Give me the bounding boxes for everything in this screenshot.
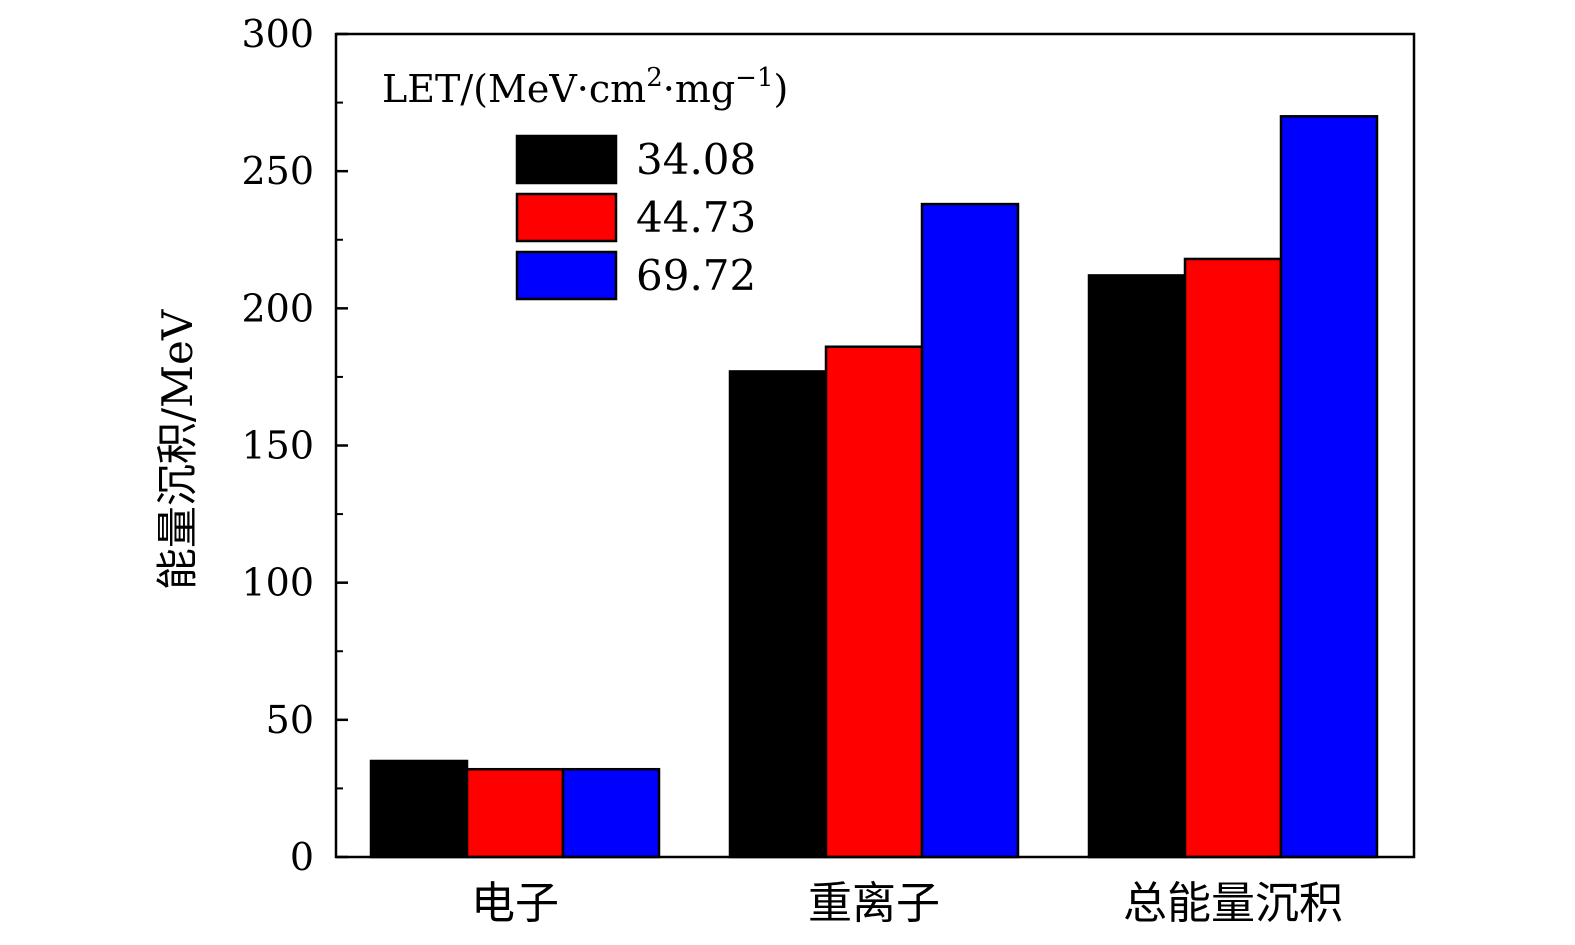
y-tick-label: 0: [290, 835, 314, 879]
plot-frame: [334, 32, 1416, 859]
legend-label: 34.08: [636, 135, 756, 184]
legend-items: 34.08 44.73 69.72: [515, 134, 756, 301]
legend-swatch: [515, 250, 618, 301]
bars-layer: 电子 重离子 总能量沉积: [369, 115, 1379, 929]
legend: LET/(MeV·cm2·mg−1) 34.08 44.73 69.72: [382, 63, 788, 301]
bar: [561, 767, 661, 859]
legend-label: 44.73: [636, 193, 756, 242]
legend-swatch: [515, 134, 618, 185]
y-tick-label: 100: [241, 561, 314, 605]
y-tick-label: 250: [241, 149, 314, 193]
x-tick-label: 重离子: [808, 878, 940, 929]
bar: [369, 759, 469, 859]
y-tick-label: 300: [241, 12, 314, 56]
y-axis-title: 能量沉积/MeV: [153, 309, 202, 590]
bar: [1183, 257, 1283, 859]
y-tick-label: 50: [266, 698, 314, 742]
bar: [824, 345, 924, 859]
y-tick-label: 150: [241, 424, 314, 468]
x-tick-label: 总能量沉积: [1123, 878, 1343, 929]
y-tick-label: 200: [241, 286, 314, 330]
x-tick-label: 电子: [471, 878, 559, 929]
bar: [728, 370, 828, 859]
legend-swatch: [515, 192, 618, 243]
legend-label: 69.72: [636, 251, 756, 300]
bar: [465, 767, 565, 859]
ticks-layer: 0 50 100 150 200 250 300: [241, 12, 348, 879]
bar: [1087, 274, 1187, 859]
legend-title: LET/(MeV·cm2·mg−1): [382, 63, 788, 111]
bar: [920, 202, 1020, 859]
bar: [1279, 115, 1379, 859]
